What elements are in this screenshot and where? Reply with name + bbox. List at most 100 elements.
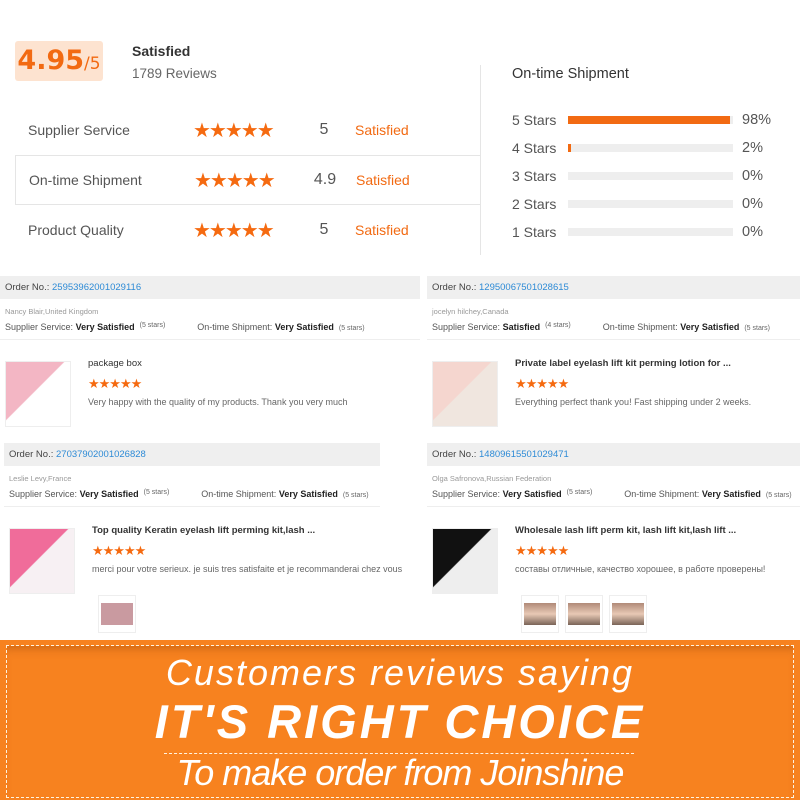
shipment-label: On-time Shipment: bbox=[602, 322, 678, 332]
supplier-service-value: Satisfied bbox=[502, 322, 541, 332]
shipment-bar-row: 2 Stars 0% bbox=[512, 194, 763, 214]
product-title[interactable]: Private label eyelash lift kit perming l… bbox=[515, 358, 731, 369]
supplier-service-stars: (4 stars) bbox=[545, 322, 571, 329]
order-number-link[interactable]: 14809615501029471 bbox=[479, 449, 569, 460]
review-comment: Everything perfect thank you! Fast shipp… bbox=[515, 397, 752, 407]
supplier-service-stars: (5 stars) bbox=[566, 489, 593, 496]
shipment-bar-row: 1 Stars 0% bbox=[512, 222, 763, 242]
product-image[interactable] bbox=[432, 361, 498, 427]
review-photos bbox=[98, 595, 136, 633]
supplier-service-value: Very Satisfied bbox=[502, 489, 562, 499]
supplier-service-label: Supplier Service: bbox=[9, 489, 78, 499]
review-stars-icon: ★★★★★ bbox=[515, 543, 569, 558]
product-image[interactable] bbox=[432, 528, 498, 594]
order-header: Order No.: 14809615501029471 bbox=[427, 443, 800, 466]
buyer-ratings: Supplier Service: Very Satisfied (5 stars… bbox=[427, 483, 800, 507]
shipment-bar-row: 5 Stars 98% bbox=[512, 110, 771, 130]
star-level-label: 4 Stars bbox=[512, 140, 557, 156]
shipment-rating: On-time Shipment: Very Satisfied (5 stars… bbox=[201, 489, 368, 506]
product-image[interactable] bbox=[5, 361, 71, 427]
review-photos bbox=[521, 595, 647, 633]
order-label: Order No.: bbox=[432, 449, 477, 460]
review-card: Order No.: 27037902001026828 Leslie Levy,… bbox=[4, 443, 402, 633]
review-stars-icon: ★★★★★ bbox=[88, 376, 142, 391]
star-level-label: 5 Stars bbox=[512, 112, 557, 128]
order-number-link[interactable]: 27037902001026828 bbox=[56, 449, 146, 460]
rating-status: Satisfied bbox=[355, 222, 409, 238]
product-title[interactable]: Top quality Keratin eyelash lift perming… bbox=[92, 525, 316, 536]
review-comment: merci pour votre serieux. je suis tres s… bbox=[92, 564, 403, 574]
star-level-label: 2 Stars bbox=[512, 196, 557, 212]
rating-value: 5 bbox=[319, 121, 329, 138]
shipment-stars: (5 stars) bbox=[744, 325, 771, 332]
progress-fill bbox=[568, 144, 572, 152]
order-header: Order No.: 25953962001029116 bbox=[0, 276, 420, 299]
star-rating-icon: ★★★★★ bbox=[193, 119, 275, 142]
shipment-rating: On-time Shipment: Very Satisfied (5 stars… bbox=[197, 322, 364, 339]
shipment-rating: On-time Shipment: Very Satisfied (5 stars… bbox=[624, 489, 791, 506]
banner-divider bbox=[164, 753, 634, 754]
progress-track bbox=[568, 200, 733, 208]
review-comment: Very happy with the quality of my produc… bbox=[88, 397, 348, 407]
rating-status: Satisfied bbox=[356, 172, 410, 188]
review-count: 1789 Reviews bbox=[132, 66, 217, 81]
shipment-value: Very Satisfied bbox=[680, 322, 740, 332]
shipment-stars: (5 stars) bbox=[338, 325, 365, 332]
percent-value: 2% bbox=[742, 140, 763, 156]
order-label: Order No.: bbox=[9, 449, 54, 460]
order-header: Order No.: 27037902001026828 bbox=[4, 443, 380, 466]
review-stars-icon: ★★★★★ bbox=[515, 376, 569, 391]
review-card: Order No.: 25953962001029116 Nancy Blair,… bbox=[0, 276, 420, 441]
product-title[interactable]: Wholesale lash lift perm kit, lash lift … bbox=[515, 525, 737, 536]
review-card: Order No.: 14809615501029471 Olga Safrono… bbox=[427, 443, 800, 633]
star-level-label: 3 Stars bbox=[512, 168, 557, 184]
progress-track bbox=[568, 172, 733, 180]
supplier-service-value: Very Satisfied bbox=[75, 322, 135, 332]
percent-value: 0% bbox=[742, 196, 763, 212]
supplier-service-stars: (5 stars) bbox=[139, 322, 166, 329]
buyer-ratings: Supplier Service: Very Satisfied (5 stars… bbox=[4, 483, 380, 507]
rating-row: Product Quality ★★★★★ 5 Satisfied bbox=[15, 205, 480, 255]
shipment-value: Very Satisfied bbox=[274, 322, 334, 332]
percent-value: 0% bbox=[742, 224, 763, 240]
rating-status: Satisfied bbox=[355, 122, 409, 138]
percent-value: 98% bbox=[742, 112, 772, 128]
order-label: Order No.: bbox=[5, 282, 50, 293]
review-photo-thumbnail[interactable] bbox=[565, 595, 603, 633]
rating-label: Supplier Service bbox=[28, 122, 130, 138]
shipment-value: Very Satisfied bbox=[278, 489, 338, 499]
rating-row: Supplier Service ★★★★★ 5 Satisfied bbox=[15, 105, 480, 155]
review-photo-thumbnail[interactable] bbox=[609, 595, 647, 633]
review-photo-thumbnail[interactable] bbox=[98, 595, 136, 633]
divider bbox=[480, 65, 481, 255]
supplier-service-label: Supplier Service: bbox=[5, 322, 74, 332]
shipment-bar-row: 4 Stars 2% bbox=[512, 138, 763, 158]
product-title[interactable]: package box bbox=[88, 358, 142, 369]
review-photo-thumbnail[interactable] bbox=[521, 595, 559, 633]
shipment-label: On-time Shipment: bbox=[201, 489, 277, 499]
shipment-title: On-time Shipment bbox=[512, 66, 629, 82]
rating-row: On-time Shipment ★★★★★ 4.9 Satisfied bbox=[15, 155, 480, 205]
promo-banner: Customers reviews saying IT'S RIGHT CHOI… bbox=[0, 640, 800, 800]
buyer-name: Leslie Levy,France bbox=[9, 474, 72, 483]
score-max: /5 bbox=[84, 54, 101, 74]
product-image[interactable] bbox=[9, 528, 75, 594]
buyer-name: Nancy Blair,United Kingdom bbox=[5, 307, 99, 316]
review-comment: составы отличные, качество хорошее, в ра… bbox=[515, 564, 766, 574]
progress-track bbox=[568, 228, 733, 236]
review-card: Order No.: 12950067501028615 jocelyn hilc… bbox=[427, 276, 800, 441]
supplier-service-label: Supplier Service: bbox=[432, 489, 501, 499]
rating-value: 4.9 bbox=[313, 171, 337, 188]
star-rating-icon: ★★★★★ bbox=[193, 219, 275, 242]
order-number-link[interactable]: 12950067501028615 bbox=[479, 282, 569, 293]
order-label: Order No.: bbox=[432, 282, 477, 293]
order-header: Order No.: 12950067501028615 bbox=[427, 276, 800, 299]
star-rating-icon: ★★★★★ bbox=[194, 169, 276, 192]
buyer-ratings: Supplier Service: Satisfied (4 stars) On-t… bbox=[427, 316, 800, 340]
supplier-service-stars: (5 stars) bbox=[143, 489, 170, 496]
shipment-bar-row: 3 Stars 0% bbox=[512, 166, 763, 186]
percent-value: 0% bbox=[742, 168, 763, 184]
order-number-link[interactable]: 25953962001029116 bbox=[52, 282, 142, 293]
supplier-service-label: Supplier Service: bbox=[432, 322, 501, 332]
banner-headline: IT'S RIGHT CHOICE bbox=[154, 695, 646, 748]
